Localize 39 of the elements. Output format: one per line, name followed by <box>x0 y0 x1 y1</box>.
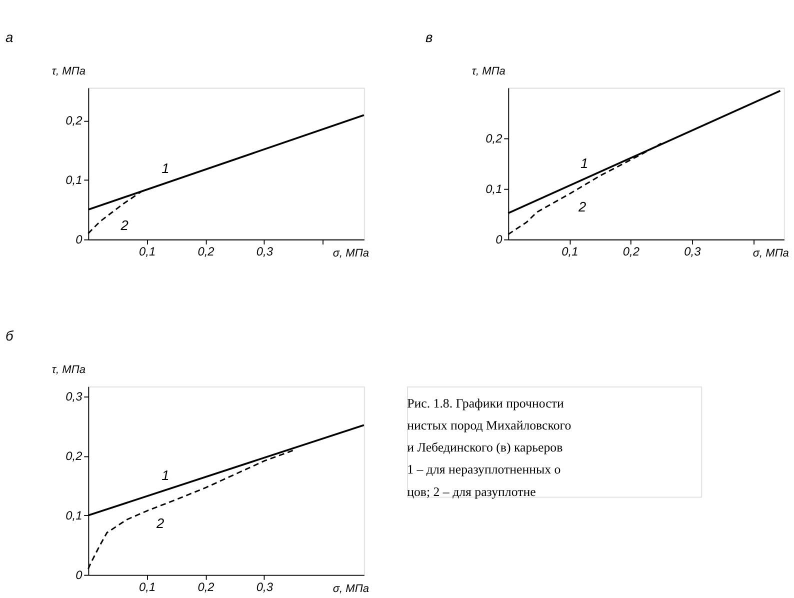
y-tick-label: 0,1 <box>66 508 82 523</box>
y-tick-label: 0,1 <box>66 173 82 188</box>
y-axis-title: τ, МПа <box>52 364 86 376</box>
x-tick-label: 0,2 <box>198 580 215 594</box>
series-label: 2 <box>156 516 165 532</box>
x-tick-label: 0,1 <box>139 244 156 258</box>
text: 1 – для неразуплотненных о <box>407 462 561 477</box>
y-axis-title: τ, МПа <box>472 65 506 78</box>
chart-title: б <box>6 328 15 344</box>
x-axis-title: σ, МПа <box>332 247 369 260</box>
text: Рис. 1.8. Графики прочности <box>407 396 564 411</box>
x-tick-label: 0,2 <box>622 244 640 258</box>
x-tick-label: 0,3 <box>684 244 702 258</box>
series-label: 2 <box>120 218 129 234</box>
series-label: 2 <box>578 199 586 214</box>
y-tick-label: 0 <box>76 568 83 582</box>
text: цов; 2 – для разуплотне <box>407 484 536 499</box>
y-tick-label: 0,2 <box>66 114 83 128</box>
x-tick-label: 0,3 <box>256 580 274 594</box>
text: и Лебединского (в) карьеров <box>407 440 563 455</box>
y-tick-label: 0,1 <box>486 182 502 196</box>
chart-title: в <box>425 30 433 45</box>
y-tick-label: 0 <box>496 232 503 247</box>
text: нистых пород Михайловского <box>407 418 572 433</box>
chart-title: а <box>6 30 14 45</box>
x-axis-title: σ, МПа <box>752 247 789 260</box>
series-label: 1 <box>580 156 588 172</box>
x-tick-label: 0,2 <box>198 244 215 258</box>
y-tick-label: 0,3 <box>66 390 83 404</box>
y-axis-title: τ, МПа <box>52 65 86 78</box>
y-tick-label: 0,2 <box>486 131 503 146</box>
y-tick-label: 0,2 <box>66 449 83 464</box>
x-tick-label: 0,1 <box>139 580 156 594</box>
y-tick-label: 0 <box>76 232 83 247</box>
x-tick-label: 0,3 <box>256 244 274 258</box>
series-label: 1 <box>162 161 170 176</box>
x-axis-title: σ, МПа <box>332 582 369 595</box>
series-label: 1 <box>162 468 170 484</box>
x-tick-label: 0,1 <box>562 244 578 258</box>
